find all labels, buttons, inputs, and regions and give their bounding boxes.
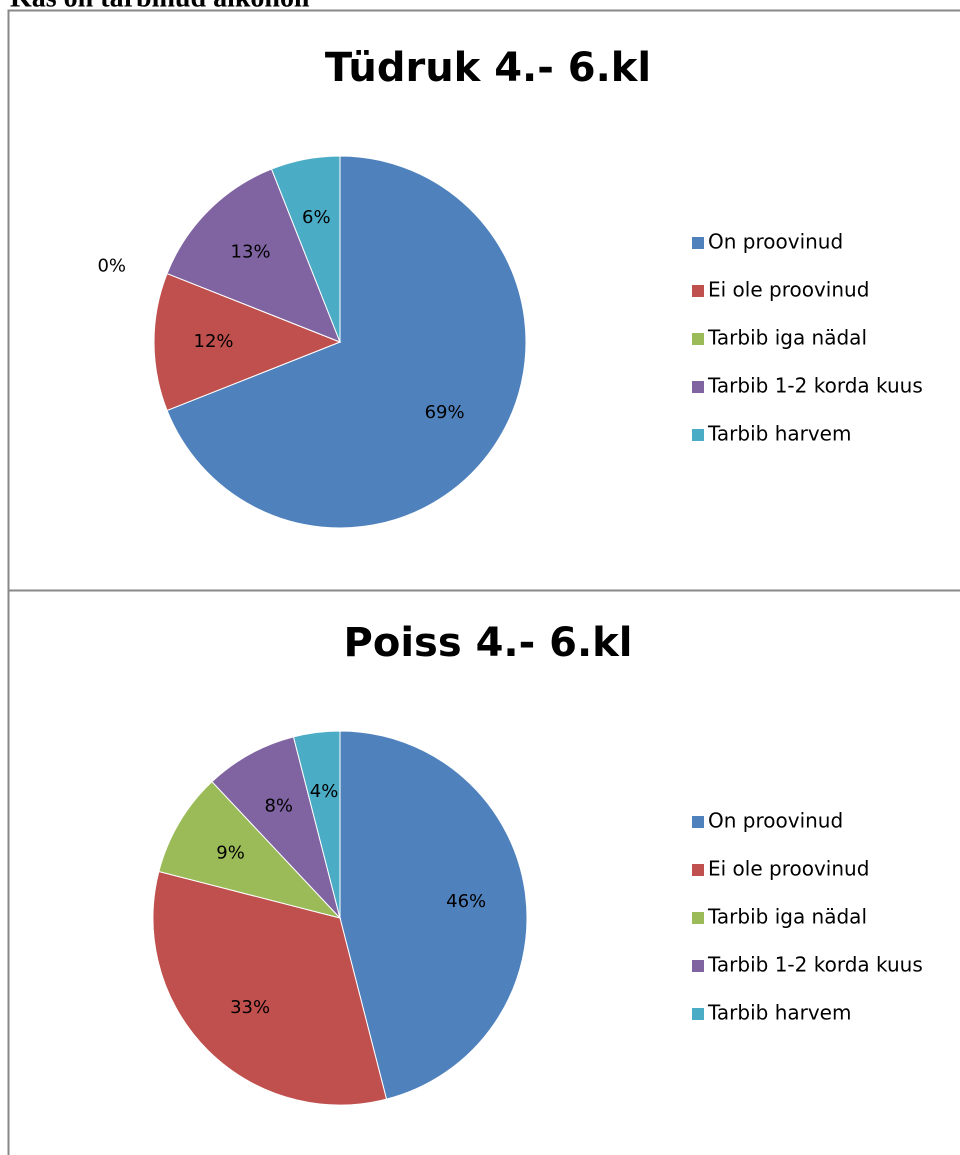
chart-frame — [7, 589, 960, 1155]
data-label: 69% — [425, 402, 465, 423]
data-label: 46% — [446, 891, 486, 912]
data-label: 12% — [194, 331, 234, 352]
legend-label: On proovinud — [708, 230, 843, 254]
chart-title: Poiss 4.- 6.kl — [344, 620, 633, 666]
legend-swatch — [692, 237, 704, 249]
pie-slice — [152, 870, 388, 1106]
legend-label: Tarbib harvem — [707, 422, 851, 446]
legend-swatch — [692, 381, 704, 393]
pie-slice — [153, 272, 342, 412]
legend-swatch — [692, 429, 704, 441]
data-label: 4% — [310, 781, 339, 802]
legend-label: Tarbib iga nädal — [707, 905, 867, 929]
legend-swatch — [692, 816, 704, 828]
legend-label: On proovinud — [708, 809, 843, 833]
legend-swatch — [692, 960, 704, 972]
legend-label: Tarbib harvem — [707, 1001, 851, 1025]
chart-title: Tüdruk 4.- 6.kl — [325, 45, 651, 91]
data-label: 8% — [264, 796, 293, 817]
legend-swatch — [692, 285, 704, 297]
legend-label: Tarbib 1-2 korda kuus — [707, 953, 923, 977]
data-label: 6% — [302, 207, 331, 228]
legend-label: Tarbib iga nädal — [707, 326, 867, 350]
legend-swatch — [692, 912, 704, 924]
pie-slice — [292, 730, 341, 919]
data-label: 0% — [97, 256, 126, 277]
pie-slice — [166, 168, 341, 343]
pie-slice — [339, 730, 528, 1100]
pie-slice — [158, 780, 342, 919]
legend-label: Tarbib 1-2 korda kuus — [707, 374, 923, 398]
legend-label: Ei ole proovinud — [708, 278, 869, 302]
legend-swatch — [692, 1008, 704, 1020]
pie-slice — [211, 736, 341, 919]
legend-swatch — [692, 333, 704, 345]
data-label: 33% — [230, 997, 270, 1018]
pie-slice — [166, 155, 527, 529]
data-label: 13% — [231, 242, 271, 263]
pie-slice — [270, 155, 341, 343]
legend-swatch — [692, 864, 704, 876]
legend-label: Ei ole proovinud — [708, 857, 869, 881]
data-label: 9% — [216, 842, 245, 863]
